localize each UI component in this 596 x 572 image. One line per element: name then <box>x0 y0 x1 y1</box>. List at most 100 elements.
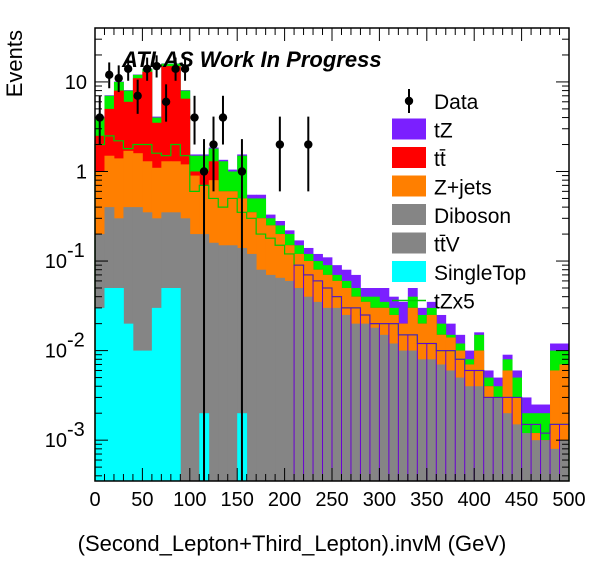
bin-Diboson+ttV-24 <box>322 307 333 481</box>
legend-label-1: tZ <box>434 120 453 143</box>
legend-label-7: tZx5 <box>434 291 475 314</box>
data-point-14 <box>237 167 247 176</box>
bin-Diboson+ttV-32 <box>398 350 409 481</box>
bin-Diboson+ttV-40 <box>474 386 485 481</box>
bin-SingleTop-4 <box>132 350 143 481</box>
bin-Diboson+ttV-22 <box>303 296 314 481</box>
x-tick-label-0: 0 <box>89 489 100 511</box>
axis-ticks <box>94 27 570 481</box>
bin-Diboson+ttV-10 <box>189 234 200 481</box>
data-point-13 <box>218 113 228 122</box>
bin-Diboson+ttV-38 <box>455 377 466 481</box>
bin-Diboson+ttV-34 <box>417 359 428 481</box>
data-point-6 <box>152 61 161 71</box>
legend-label-0: Data <box>434 91 479 114</box>
bin-Diboson+ttV-46 <box>531 440 541 481</box>
data-point-4 <box>133 91 142 100</box>
bin-Diboson+ttV-23 <box>313 301 323 481</box>
y-tick-label-exp-1: -2 <box>67 330 85 352</box>
bin-Diboson+ttV-25 <box>332 307 342 481</box>
bin-Diboson+ttV-39 <box>464 386 475 481</box>
bin-SingleTop-0 <box>95 307 105 481</box>
bin-SingleTop-6 <box>151 307 162 481</box>
chart-banner: ATLAS Work In Progress <box>121 47 382 72</box>
bin-Diboson+ttV-36 <box>436 364 447 481</box>
x-tick-label-400: 400 <box>458 489 491 511</box>
legend-swatch-5 <box>392 232 426 254</box>
bin-Diboson+ttV-45 <box>521 433 532 481</box>
bin-Diboson+ttV-12 <box>208 242 219 481</box>
y-tick-label-base-2: 10 <box>45 251 67 273</box>
legend-label-4: Diboson <box>434 205 511 228</box>
bin-Diboson+ttV-31 <box>388 343 399 481</box>
bin-SingleTop-1 <box>104 288 115 481</box>
x-tick-label-50: 50 <box>131 489 153 511</box>
legend-swatch-4 <box>392 204 426 225</box>
x-tick-label-350: 350 <box>410 489 443 511</box>
data-point-3 <box>123 64 133 74</box>
bin-Diboson+ttV-13 <box>218 245 229 481</box>
y-tick-label-3: 1 <box>76 161 87 183</box>
y-tick-label-exp-2: -1 <box>67 240 85 262</box>
tzx5-outline <box>293 264 570 481</box>
data-point-8 <box>171 64 180 74</box>
y-tick-label-base-1: 10 <box>45 341 67 363</box>
bin-Diboson+ttV-47 <box>540 440 551 481</box>
data-points-layer <box>95 55 313 481</box>
legend-label-6: SingleTop <box>434 262 526 285</box>
bin-Diboson+ttV-19 <box>275 277 285 481</box>
bin-SingleTop-3 <box>123 323 134 481</box>
bin-Diboson+ttV-17 <box>256 269 267 481</box>
legend-label-3: Z+jets <box>434 177 492 200</box>
bin-Diboson+ttV-33 <box>407 350 418 481</box>
x-tick-label-150: 150 <box>221 489 254 511</box>
tzx5-line-layer <box>94 135 570 481</box>
y-tick-label-base-0: 10 <box>45 430 67 452</box>
bin-Z+jets-49 <box>559 364 570 481</box>
bin-Diboson+ttV-27 <box>350 323 361 481</box>
data-point-7 <box>161 97 171 106</box>
bin-Diboson+ttV-28 <box>360 323 371 481</box>
bin-Diboson+ttV-26 <box>341 314 352 481</box>
bin-Diboson+ttV-21 <box>294 288 304 481</box>
y-tick-label-exp-0: -3 <box>67 419 85 441</box>
data-point-5 <box>142 64 152 74</box>
bin-Diboson+ttV-16 <box>246 253 257 481</box>
bin-Diboson+ttV-5 <box>142 212 153 482</box>
axis-tick-labels: 0 50 100 150 200 250 300 350 400 450 50010-310-210… <box>45 72 586 511</box>
legend-swatch-3 <box>392 175 426 197</box>
x-tick-label-200: 200 <box>268 489 301 511</box>
legend: Data tZ tt̄ Z+jets Diboson tt̄V SingleTop tZx5 <box>392 89 526 314</box>
bin-SingleTop-2 <box>113 288 124 481</box>
data-point-15 <box>275 140 285 149</box>
bin-Diboson+ttV-35 <box>426 359 437 481</box>
bin-SingleTop-5 <box>142 350 153 481</box>
bin-Diboson+ttV-43 <box>502 413 513 481</box>
y-tick-label-4: 10 <box>65 72 87 94</box>
legend-swatch-1 <box>392 118 426 140</box>
legend-marker-0 <box>404 96 414 106</box>
bin-Diboson+ttV-30 <box>379 334 390 481</box>
stack-layers <box>95 63 570 482</box>
bin-Diboson+ttV-48 <box>550 448 560 481</box>
bin-Diboson+ttV-4 <box>132 207 143 481</box>
bin-Diboson+ttV-20 <box>284 280 295 481</box>
bin-Diboson+ttV-29 <box>369 327 380 481</box>
bin-Diboson+ttV-44 <box>512 424 522 481</box>
legend-swatch-2 <box>392 147 426 168</box>
data-point-12 <box>209 140 218 149</box>
legend-label-5: tt̄V <box>434 234 460 257</box>
bin-Diboson+ttV-49 <box>559 440 570 481</box>
bin-Diboson+ttV-37 <box>445 370 456 481</box>
x-axis-title: (Second_Lepton+Third_Lepton).invM (GeV) <box>78 531 507 556</box>
bin-Diboson+ttV-18 <box>265 274 276 481</box>
x-tick-label-100: 100 <box>173 489 206 511</box>
bin-Z+jets-48 <box>550 370 560 481</box>
x-tick-label-450: 450 <box>505 489 538 511</box>
bin-SingleTop-7 <box>161 288 172 481</box>
x-tick-label-250: 250 <box>315 489 348 511</box>
data-point-10 <box>190 113 199 122</box>
legend-swatch-6 <box>392 261 426 282</box>
data-point-11 <box>199 167 209 176</box>
